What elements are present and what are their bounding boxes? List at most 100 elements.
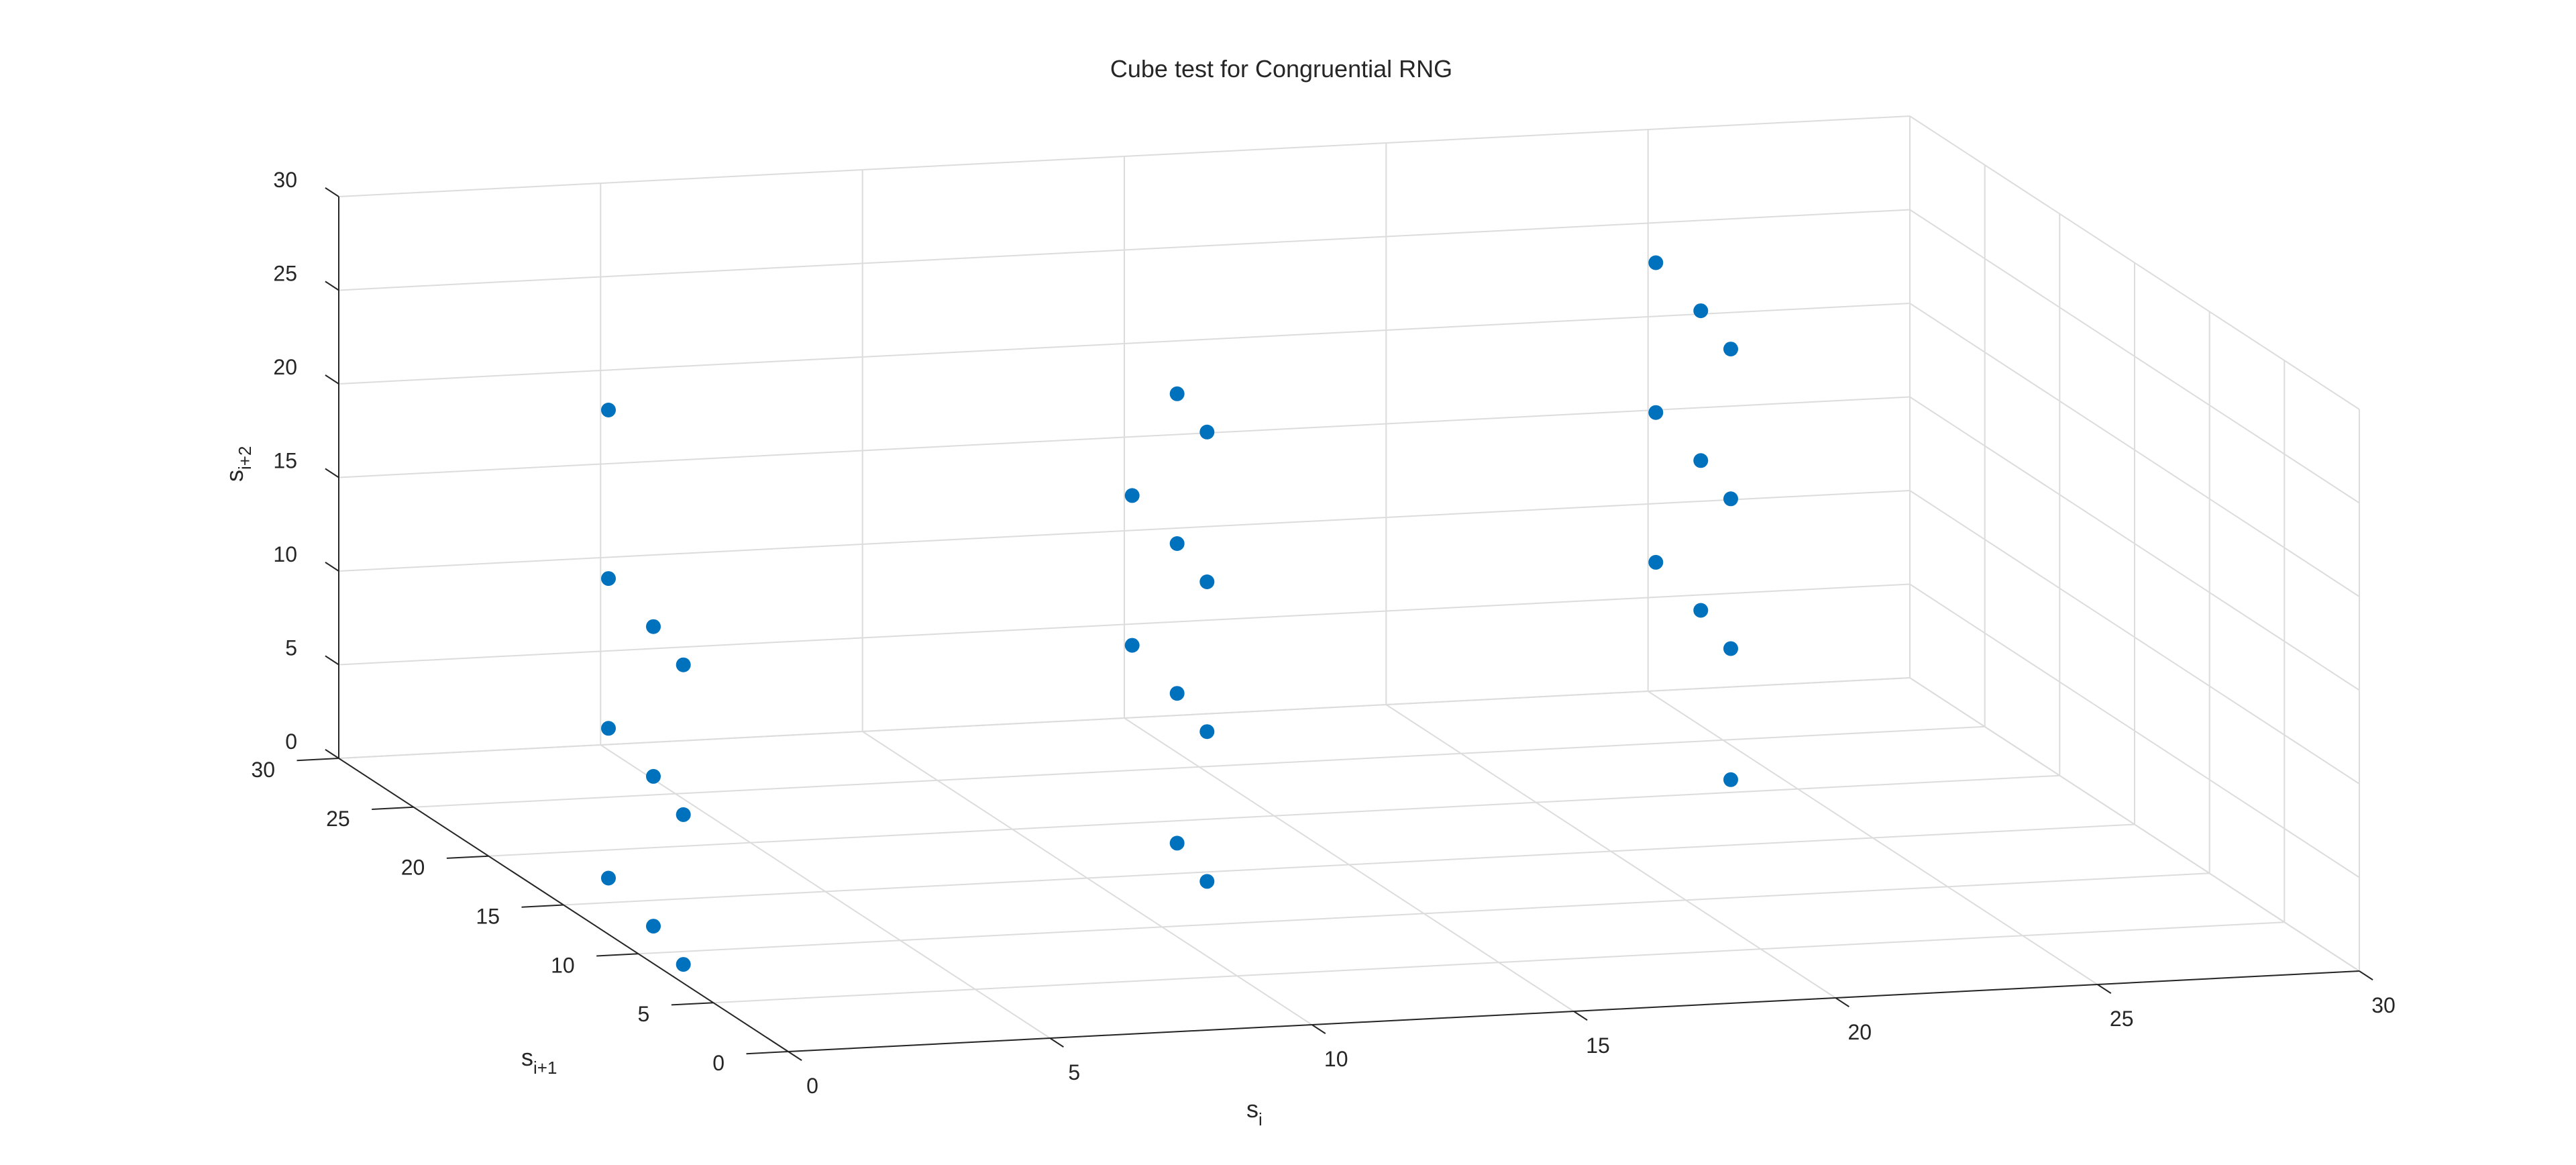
data-point — [1169, 386, 1185, 401]
z-axis-label-main: s — [221, 470, 248, 482]
data-point — [676, 657, 691, 672]
y-tick-label: 25 — [326, 807, 350, 831]
z-tick-mark — [325, 562, 339, 572]
y-axis-label-sub: i+1 — [533, 1058, 557, 1078]
x-tick-mark — [788, 1051, 802, 1061]
grid-line — [338, 677, 1911, 759]
z-tick-label: 20 — [273, 355, 297, 379]
data-point — [1723, 342, 1738, 357]
z-axis-label-sub: i+2 — [235, 446, 255, 470]
x-tick-label: 30 — [2371, 993, 2396, 1017]
data-point — [1169, 686, 1185, 701]
data-point — [1169, 835, 1185, 851]
z-tick-label: 30 — [273, 168, 297, 192]
y-tick-mark — [746, 1051, 789, 1055]
grid-line — [563, 823, 2135, 906]
grid-line — [338, 583, 1911, 666]
y-tick-label: 30 — [251, 758, 275, 782]
grid-line — [338, 115, 1911, 197]
grid-line — [638, 872, 2210, 955]
data-point — [1124, 638, 1140, 653]
data-point — [646, 619, 661, 634]
z-tick-mark — [325, 187, 339, 197]
z-tick-mark — [325, 281, 339, 291]
x-tick-label: 10 — [1324, 1047, 1348, 1071]
y-tick-label: 20 — [401, 856, 425, 880]
y-tick-mark — [446, 855, 489, 859]
grid-line — [1909, 677, 2360, 972]
z-tick-mark — [325, 374, 339, 385]
grid-line — [1909, 209, 2360, 504]
data-points — [601, 255, 1738, 972]
data-point — [601, 571, 616, 587]
z-tick-mark — [325, 468, 339, 478]
data-point — [676, 807, 691, 822]
z-tick-label: 10 — [273, 542, 297, 566]
data-point — [646, 919, 661, 934]
x-tick-label: 20 — [1848, 1020, 1872, 1044]
data-point — [1199, 724, 1215, 740]
y-tick-label: 0 — [712, 1051, 724, 1075]
z-tick-label: 25 — [273, 262, 297, 286]
data-point — [646, 768, 661, 784]
grid-line — [713, 921, 2285, 1004]
grid-line — [1909, 490, 2360, 784]
data-point — [1693, 453, 1709, 468]
data-point — [1169, 536, 1185, 551]
data-point — [1693, 603, 1709, 618]
z-tick-label: 5 — [285, 636, 297, 660]
grid-line — [338, 209, 1911, 291]
y-tick-label: 5 — [638, 1002, 650, 1026]
x-axis-label-main: s — [1246, 1095, 1258, 1123]
x-tick-label: 25 — [2110, 1007, 2134, 1031]
data-point — [676, 957, 691, 972]
y-tick-label: 15 — [476, 905, 500, 929]
data-point — [1693, 303, 1709, 319]
grid-line — [338, 396, 1911, 478]
data-point — [1648, 405, 1664, 420]
y-tick-mark — [521, 904, 564, 908]
tick-labels: 0 5 10 15 20 25 30 0 5 10 15 20 25 30 0 5 10 15 20 25 30 — [251, 168, 2395, 1098]
grid-line — [338, 303, 1911, 385]
chart-title: Cube test for Congruential RNG — [1110, 55, 1452, 83]
z-tick-mark — [325, 749, 339, 759]
data-point — [1648, 255, 1664, 270]
data-point — [1723, 491, 1738, 507]
data-point — [1199, 424, 1215, 440]
z-tick-label: 0 — [285, 729, 297, 754]
data-point — [601, 721, 616, 736]
x-tick-mark — [1311, 1024, 1326, 1034]
data-point — [1124, 488, 1140, 503]
y-tick-mark — [297, 758, 339, 762]
x-tick-label: 15 — [1586, 1033, 1610, 1058]
grid-line — [488, 774, 2060, 857]
x-tick-mark — [1835, 997, 1849, 1007]
y-tick-mark — [596, 953, 639, 957]
z-tick-mark — [325, 655, 339, 666]
data-point — [601, 403, 616, 417]
data-point — [1199, 874, 1215, 889]
x-tick-label: 0 — [806, 1074, 818, 1098]
x-tick-mark — [2359, 970, 2373, 980]
grid-lines — [338, 115, 2360, 1052]
x-tick-label: 5 — [1068, 1060, 1080, 1084]
data-point — [1648, 554, 1664, 570]
x-tick-mark — [1049, 1037, 1064, 1048]
x-tick-mark — [2097, 984, 2112, 994]
y-tick-mark — [372, 806, 414, 810]
y-tick-mark — [671, 1002, 714, 1006]
grid-line — [413, 725, 1985, 808]
z-tick-label: 15 — [273, 449, 297, 473]
y-axis-label: si+1 — [521, 1044, 557, 1078]
grid-line — [1909, 115, 2360, 410]
y-axis-label-main: s — [521, 1044, 533, 1071]
grid-line — [1909, 396, 2360, 691]
axes — [297, 187, 2373, 1061]
grid-line — [338, 490, 1911, 572]
x-axis-label-sub: i — [1258, 1109, 1263, 1129]
data-point — [1723, 772, 1738, 787]
data-point — [1199, 574, 1215, 589]
data-point — [601, 870, 616, 886]
x-axis-label: si — [1246, 1095, 1263, 1129]
